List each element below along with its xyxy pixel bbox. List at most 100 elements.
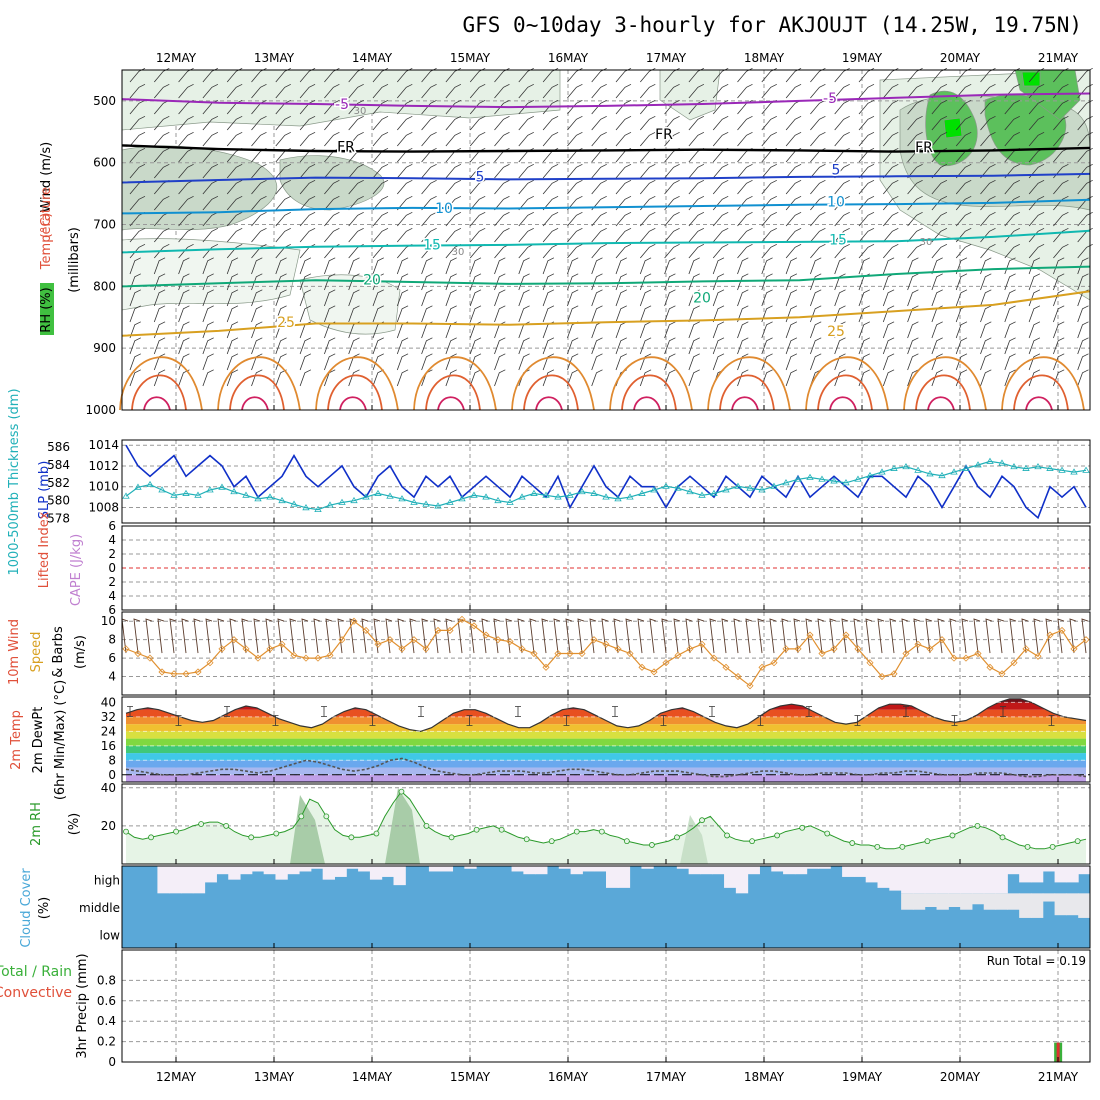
wind-barb <box>834 305 846 323</box>
wind-barb <box>882 227 899 243</box>
high-cloud-bar <box>641 866 654 869</box>
wind-barb <box>615 67 632 83</box>
wind-barb <box>396 257 409 275</box>
wind-speed-marker <box>350 617 358 625</box>
wind-barb <box>907 131 923 147</box>
wind-speed-marker <box>158 668 166 676</box>
surface-wind-barb <box>661 618 669 654</box>
surface-wind-barb <box>721 618 729 654</box>
wind-speed-marker <box>278 640 286 648</box>
thickness-marker <box>602 493 610 500</box>
temp-tick-16: 16 <box>101 739 116 753</box>
wind-barb <box>834 99 850 115</box>
thickness-marker <box>662 482 670 489</box>
wind-barb <box>567 257 579 275</box>
wind-barb <box>421 305 433 323</box>
wind-barb <box>785 257 798 275</box>
wind-barb <box>348 99 364 115</box>
wind-barb <box>737 211 753 227</box>
isotherm-label-15: 15 <box>423 237 441 253</box>
wind-barb <box>712 305 725 323</box>
thickness-marker <box>194 491 202 498</box>
boundary-isotherm-40 <box>927 396 955 411</box>
wind-barb <box>931 115 948 131</box>
thickness-marker <box>446 498 454 505</box>
wind-barb <box>1004 211 1020 227</box>
wind-barb <box>494 179 510 195</box>
wind-speed-marker <box>302 654 310 662</box>
chart-layer: 12MAY 12MAY 13MAY 13MAY 14MAY 14MAY 15MAY 15MAY… <box>0 51 1093 1084</box>
wind-barb <box>955 67 972 83</box>
wind-barb <box>129 195 146 211</box>
isotherm-FR <box>121 144 1091 153</box>
rh-point <box>874 843 881 850</box>
rh-point <box>448 834 455 841</box>
temp-band <box>126 753 1086 761</box>
wind-barb <box>615 337 627 355</box>
precip-convective-bar <box>1056 1042 1060 1062</box>
wind-barb <box>372 305 384 323</box>
surface-wind-barb <box>973 618 981 654</box>
wind-barb <box>542 99 559 115</box>
wind-barb <box>712 337 725 355</box>
surface-wind-barb <box>913 618 921 654</box>
high-cloud-bar <box>1054 866 1067 883</box>
wind-barb <box>1077 147 1093 163</box>
high-cloud-bar <box>381 866 395 877</box>
wind-barb <box>494 211 510 227</box>
wind-barb <box>907 99 923 115</box>
wind-barb <box>931 321 943 339</box>
wind-barb <box>299 289 312 307</box>
wind-barb <box>615 163 632 179</box>
wind-barb <box>664 179 680 195</box>
wind-speed-marker <box>290 651 298 659</box>
cloud-level-label-middle: middle <box>79 901 120 915</box>
wind-barb <box>980 227 996 243</box>
wind-barb <box>1004 305 1016 323</box>
wind-barb <box>469 305 482 323</box>
top-date-label-16MAY: 16MAY <box>548 51 589 65</box>
wind-barb <box>324 67 340 83</box>
wind-barb <box>348 163 364 179</box>
middle-cloud-bar <box>1078 893 1091 918</box>
panel-frame-0 <box>121 69 1091 411</box>
surface-wind-barb <box>169 618 177 654</box>
high-cloud-bar <box>594 866 607 872</box>
isotherm-25 <box>121 290 1091 337</box>
wind-barb <box>664 353 676 371</box>
isotherm-label-20: 20 <box>693 290 711 306</box>
wind-speed-marker <box>686 645 694 653</box>
panel-frame-2 <box>121 525 1091 611</box>
wind-barb <box>882 289 895 307</box>
thickness-marker <box>674 484 682 491</box>
wind-barb <box>542 289 555 307</box>
wind-barb <box>688 305 700 323</box>
wind-speed-marker <box>134 649 142 658</box>
wind-barb <box>591 257 603 275</box>
surface-wind-barb <box>325 618 333 654</box>
wind-barb <box>372 163 389 179</box>
wind-barb <box>1053 211 1069 227</box>
high-cloud-bar <box>1078 866 1091 875</box>
wind-barb <box>1077 321 1089 339</box>
wind-barb <box>202 337 214 355</box>
wind-barb <box>712 211 729 227</box>
wind-barb <box>1004 353 1016 371</box>
wind-barb <box>858 211 875 227</box>
wind10-ylabel-d: (m/s) <box>73 635 88 669</box>
wind-barb <box>834 227 850 243</box>
li-tick: 2 <box>108 547 116 561</box>
surface-wind-barbs <box>121 618 1089 654</box>
dewpoint-line <box>125 757 1087 778</box>
wind-barb <box>785 227 802 243</box>
boundary-isotherm-30 <box>903 356 987 411</box>
wind-barb <box>469 211 486 227</box>
wind-barb <box>153 305 166 323</box>
wind-barb <box>275 353 287 371</box>
wind-barb <box>688 227 705 243</box>
high-cloud-bar <box>251 866 265 872</box>
wind-barb <box>396 67 413 83</box>
wind-barb <box>202 305 214 323</box>
wind-barb <box>980 353 992 371</box>
panel-frame-4 <box>121 696 1091 783</box>
